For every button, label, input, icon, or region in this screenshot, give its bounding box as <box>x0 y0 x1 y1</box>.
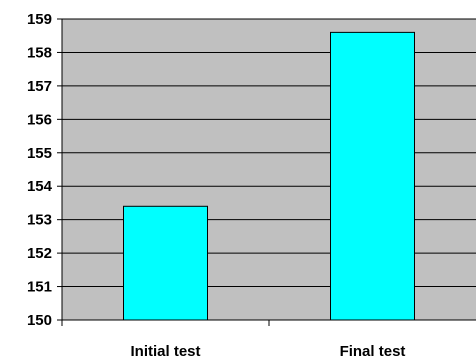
y-tick-label: 157 <box>27 78 52 95</box>
y-tick-label: 152 <box>27 245 52 262</box>
y-tick-label: 159 <box>27 11 52 28</box>
y-tick-label: 150 <box>27 312 52 329</box>
axes <box>57 18 476 326</box>
bar-initial-test <box>123 205 208 321</box>
y-tick-labels: 150 151 152 153 154 155 156 157 158 159 <box>27 11 53 329</box>
y-tick-label: 156 <box>27 111 52 128</box>
x-category-label: Final test <box>340 343 406 360</box>
y-tick-label: 151 <box>27 279 52 296</box>
y-tick-label: 155 <box>27 145 52 162</box>
x-category-label: Initial test <box>130 343 200 360</box>
y-tick-label: 158 <box>27 44 52 61</box>
bars <box>123 31 415 321</box>
bar-final-test <box>330 31 415 321</box>
y-tick-label: 153 <box>27 212 52 229</box>
y-tick-label: 154 <box>27 178 53 195</box>
x-category-labels: Initial test Final test <box>130 343 405 360</box>
